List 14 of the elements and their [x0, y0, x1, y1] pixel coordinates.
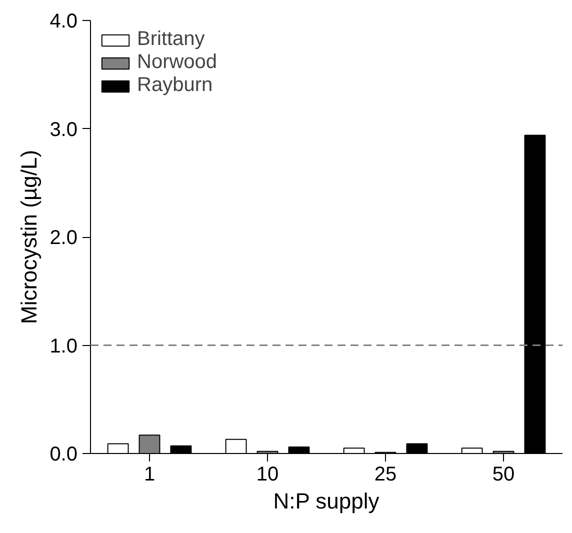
x-tick-label: 50 [492, 464, 515, 486]
x-tick-label: 10 [256, 464, 279, 486]
legend-label: Norwood [137, 51, 218, 74]
y-tick-label: 2.0 [50, 227, 78, 249]
y-tick-label: 0.0 [50, 444, 78, 466]
y-tick-label: 3.0 [50, 118, 78, 141]
legend-label: Brittany [137, 28, 205, 51]
y-axis-title: Microcystin (µg/L) [16, 150, 42, 324]
x-tick-label: 1 [144, 464, 156, 486]
legend-label: Rayburn [137, 74, 213, 97]
x-axis-title: N:P supply [273, 488, 380, 514]
y-tick-label: 1.0 [50, 335, 78, 358]
y-tick-label: 4.0 [50, 10, 78, 32]
x-tick-label: 25 [374, 464, 397, 486]
